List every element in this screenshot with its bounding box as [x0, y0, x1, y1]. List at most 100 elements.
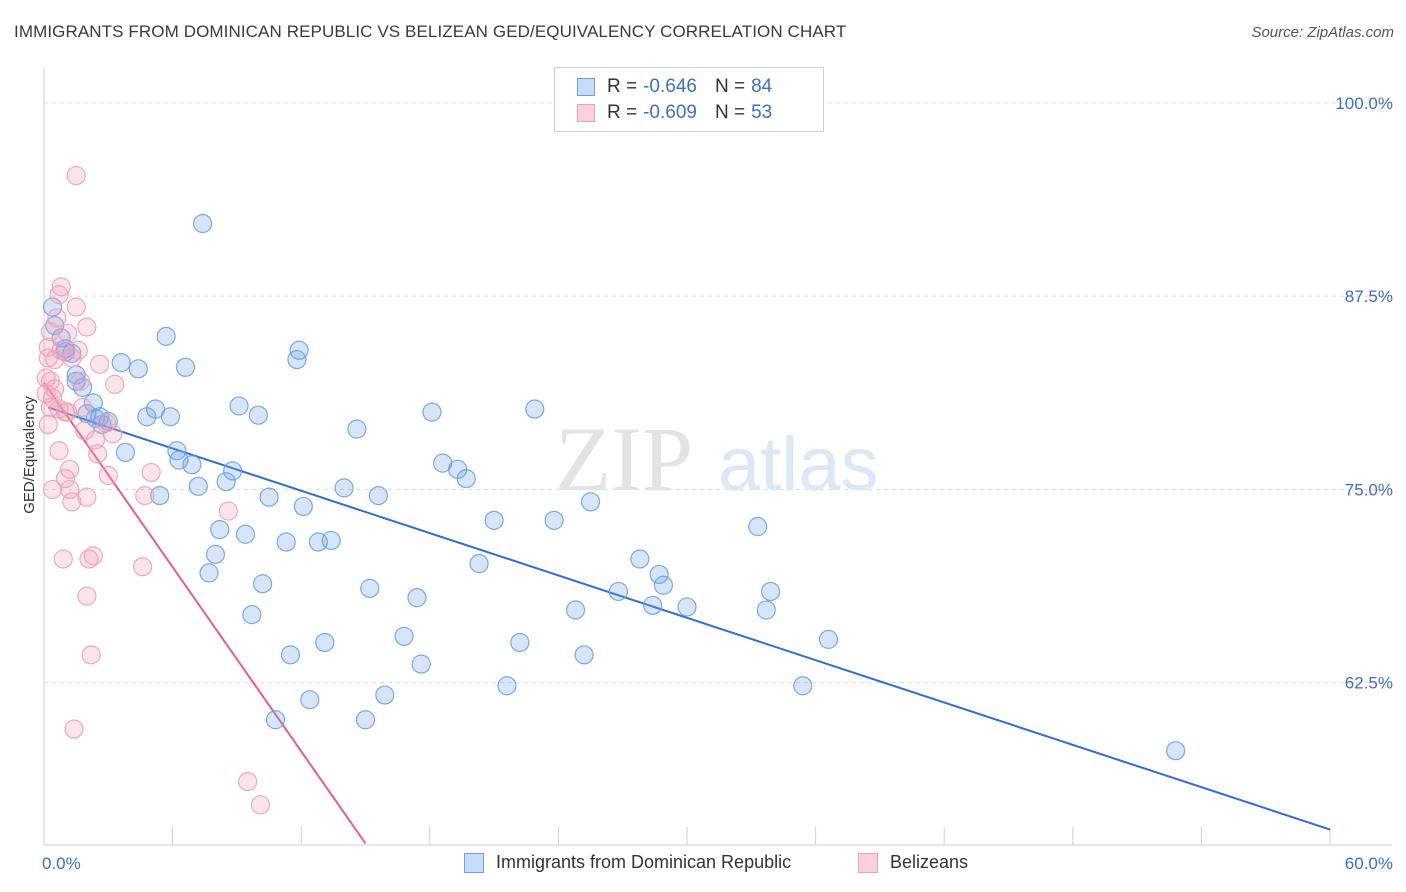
data-point — [223, 461, 243, 481]
data-point — [1166, 741, 1186, 761]
legend-r-label: R = — [607, 76, 638, 97]
data-point — [229, 396, 249, 416]
data-point — [68, 340, 88, 360]
data-point — [53, 549, 73, 569]
data-point — [259, 487, 279, 507]
data-point — [62, 492, 82, 512]
series-legend-dominican[interactable]: Immigrants from Dominican Republic — [464, 852, 791, 873]
data-point — [235, 524, 256, 544]
data-point — [677, 597, 697, 617]
series-legend: Immigrants from Dominican Republic Beliz… — [0, 852, 1406, 876]
data-point — [64, 719, 84, 739]
data-point — [160, 407, 181, 427]
data-point — [49, 441, 69, 461]
data-point — [525, 399, 545, 419]
data-point — [210, 520, 230, 540]
legend-n-value: 84 — [751, 76, 773, 97]
legend-row-belizean: R = -0.609 N = 53 — [577, 101, 772, 125]
data-point — [105, 374, 125, 394]
data-point — [60, 479, 80, 500]
data-point — [653, 575, 674, 595]
source-label: Source: ZipAtlas.com — [1251, 24, 1394, 41]
data-point — [242, 605, 262, 625]
data-point — [156, 326, 176, 346]
watermark-zip: ZIP — [555, 408, 693, 510]
data-point — [216, 472, 236, 492]
data-point — [300, 690, 320, 710]
trend-lines — [43, 382, 1331, 845]
data-point — [38, 414, 58, 435]
legend-row-dominican: R = -0.646 N = 84 — [577, 75, 772, 99]
series-legend-label: Immigrants from Dominican Republic — [496, 852, 792, 872]
y-tick-label: 62.5% — [1345, 674, 1393, 693]
data-point — [132, 557, 153, 577]
data-point — [253, 574, 273, 594]
data-point — [77, 487, 97, 507]
series-legend-label: Belizeans — [890, 852, 969, 872]
legend-r-value: -0.646 — [643, 76, 697, 97]
data-point — [81, 645, 101, 665]
data-point — [83, 546, 103, 566]
data-point — [347, 419, 367, 439]
watermark-atlas: atlas — [718, 422, 879, 507]
data-point — [115, 442, 136, 462]
data-point — [66, 371, 86, 391]
data-point — [649, 564, 669, 585]
x-tick-label: 0.0% — [42, 854, 81, 873]
series-swatch-blue — [464, 852, 484, 873]
data-points — [36, 165, 1186, 815]
chart-title: IMMIGRANTS FROM DOMINICAN REPUBLIC VS BE… — [14, 22, 847, 41]
data-point — [565, 600, 586, 620]
data-point — [169, 450, 189, 470]
data-point — [77, 586, 97, 606]
data-point — [510, 632, 530, 653]
data-point — [193, 213, 213, 234]
data-point — [205, 544, 226, 564]
data-point — [580, 492, 601, 512]
data-point — [135, 486, 155, 506]
data-point — [42, 479, 63, 500]
data-point — [128, 359, 148, 379]
data-point — [608, 581, 629, 602]
data-point — [469, 554, 489, 574]
data-point — [55, 468, 76, 489]
data-point — [544, 510, 564, 530]
series-points-1 — [36, 165, 271, 815]
data-point — [175, 357, 196, 377]
data-point — [218, 501, 238, 521]
data-point — [394, 626, 414, 646]
data-point — [407, 588, 427, 608]
data-point — [456, 468, 476, 489]
data-point — [375, 685, 395, 705]
data-point — [289, 340, 309, 360]
legend-swatch-pink — [577, 104, 595, 122]
data-point — [574, 645, 594, 665]
series-legend-belizean[interactable]: Belizeans — [858, 852, 968, 873]
data-point — [630, 549, 650, 569]
data-point — [111, 353, 131, 373]
data-point — [96, 413, 116, 433]
data-point — [49, 285, 69, 305]
data-point — [355, 710, 376, 730]
data-point — [51, 277, 71, 297]
data-point — [280, 645, 301, 665]
data-point — [199, 563, 219, 583]
legend-r-label: R = — [607, 102, 638, 123]
data-point — [756, 600, 776, 620]
data-point — [98, 465, 118, 486]
y-tick-label: 100.0% — [1335, 94, 1393, 113]
data-point — [62, 348, 82, 368]
data-point — [83, 393, 103, 413]
data-point — [248, 405, 268, 425]
data-point — [72, 397, 93, 418]
data-point — [150, 486, 170, 506]
data-point — [45, 349, 65, 370]
data-point — [90, 354, 110, 374]
data-point — [276, 532, 296, 552]
data-point — [334, 478, 354, 498]
data-point — [411, 654, 431, 674]
data-point — [55, 402, 76, 422]
data-point — [321, 530, 341, 551]
data-point — [188, 476, 208, 496]
